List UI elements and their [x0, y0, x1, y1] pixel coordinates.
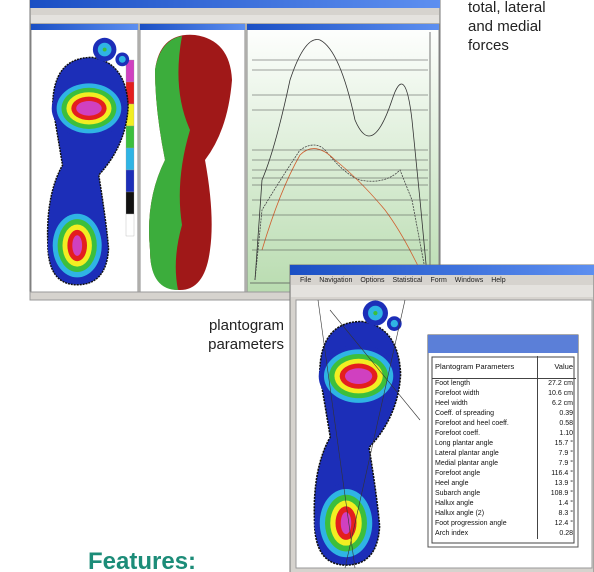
caption-line: plantogram: [208, 317, 284, 334]
caption-line: and medial: [468, 18, 542, 35]
caption-forces: total, lateral and medial forces: [468, 0, 546, 55]
parameter-value: 6.2 cm: [536, 399, 576, 409]
table-row: Heel width 6.2 cm: [432, 399, 576, 409]
toe-zone: [373, 311, 378, 316]
parameter-name: Forefoot width: [435, 390, 480, 397]
caption-line: forces: [468, 37, 509, 54]
parameter-name: Forefoot and heel coeff.: [435, 420, 509, 427]
legend-swatch: [125, 213, 135, 237]
parameter-value: 12.4 °: [536, 519, 576, 529]
caption-plantogram: plantogram parameters: [208, 316, 284, 354]
guide-line: [329, 309, 421, 421]
forefoot-zone: [76, 101, 102, 116]
parameter-value: 1.4 °: [536, 499, 576, 509]
table-row: Forefoot width 10.6 cm: [432, 389, 576, 399]
toe-zone: [102, 47, 107, 52]
parameters-table: Plantogram Parameters Value Foot length 27.…: [432, 356, 576, 539]
parameter-name: Lateral plantar angle: [435, 450, 499, 457]
pane-title: [140, 24, 245, 30]
title-bar: [290, 265, 594, 275]
menu-item: Navigation: [319, 277, 353, 284]
table-row: Long plantar angle 15.7 °: [432, 439, 576, 449]
parameter-value: 116.4 °: [536, 469, 576, 479]
parameter-name: Medial plantar angle: [435, 460, 499, 467]
legend-swatch: [125, 191, 135, 215]
table-row: Forefoot and heel coeff. 0.58: [432, 419, 576, 429]
toolbar: [31, 15, 439, 23]
caption-line: total, lateral: [468, 0, 546, 16]
parameter-name: Forefoot angle: [435, 470, 481, 477]
table-row: Coeff. of spreading 0.39: [432, 409, 576, 419]
table-row: Arch index 0.28: [432, 529, 576, 539]
parameter-name: Forefoot coeff.: [435, 430, 481, 437]
foot-heatmap: [313, 300, 402, 566]
forefoot-zone: [344, 368, 373, 384]
toe-zone: [390, 319, 398, 328]
table-row: Heel angle 13.9 °: [432, 479, 576, 489]
parameter-value: 0.39: [536, 409, 576, 419]
heel-zone: [340, 512, 352, 535]
pane-graph: [246, 23, 440, 293]
parameter-value: 1.10: [536, 429, 576, 439]
parameter-value: 10.6 cm: [536, 389, 576, 399]
table-row: Foot length 27.2 cm: [432, 378, 576, 389]
guide-line: [344, 299, 406, 569]
heel-zone: [72, 235, 83, 256]
parameter-value: 27.2 cm: [536, 378, 576, 389]
parameter-value: 13.9 °: [536, 479, 576, 489]
menu-bar: File Navigation Options Statistical Form Wind…: [300, 277, 506, 284]
guide-line: [317, 299, 356, 569]
menu-item: Statistical: [392, 277, 423, 284]
parameter-value: 0.58: [536, 419, 576, 429]
color-legend: [125, 59, 135, 237]
table-row: Forefoot angle 116.4 °: [432, 469, 576, 479]
toolbar: [291, 285, 593, 297]
parameter-name: Subarch angle: [435, 490, 481, 497]
menu-item: Form: [430, 277, 447, 284]
parameter-value: 15.7 °: [536, 439, 576, 449]
legend-swatch: [125, 125, 135, 149]
menu-item: Windows: [454, 277, 484, 284]
parameter-name: Long plantar angle: [435, 440, 493, 447]
pane-title: [31, 24, 138, 30]
parameter-name: Arch index: [435, 530, 469, 537]
parameter-value: 7.9 °: [536, 449, 576, 459]
table-row: Medial plantar angle 7.9 °: [432, 459, 576, 469]
parameter-value: 108.9 °: [536, 489, 576, 499]
caption-line: parameters: [208, 336, 284, 353]
header-cell: Plantogram Parameters: [432, 356, 538, 379]
parameter-name: Heel width: [435, 400, 468, 407]
foot-heatmap: [46, 37, 130, 286]
pane-title: [247, 24, 439, 30]
menu-item: Options: [360, 277, 385, 284]
parameter-value: 0.28: [536, 529, 576, 539]
table-row: Forefoot coeff. 1.10: [432, 429, 576, 439]
toe-zone: [118, 55, 126, 63]
parameter-value: 7.9 °: [536, 459, 576, 469]
table-row: Lateral plantar angle 7.9 °: [432, 449, 576, 459]
menu-item: Help: [491, 277, 506, 284]
foot-medial: [149, 36, 190, 290]
parameter-name: Heel angle: [435, 480, 469, 487]
parameter-name: Hallux angle: [435, 500, 474, 507]
legend-swatch: [125, 169, 135, 193]
parameter-name: Coeff. of spreading: [435, 410, 495, 417]
table-row: Hallux angle (2) 8.3 °: [432, 509, 576, 519]
parameter-name: Foot length: [435, 380, 471, 387]
table-header: Plantogram Parameters Value: [432, 356, 576, 379]
parameters-title-bar: [428, 335, 578, 353]
parameter-name: Foot progression angle: [435, 520, 507, 527]
header-cell: Value: [536, 356, 576, 379]
parameter-value: 8.3 °: [536, 509, 576, 519]
table-row: Hallux angle 1.4 °: [432, 499, 576, 509]
table-row: Foot progression angle 12.4 °: [432, 519, 576, 529]
menu-item: File: [300, 277, 312, 284]
table-row: Subarch angle 108.9 °: [432, 489, 576, 499]
legend-swatch: [125, 147, 135, 171]
parameter-name: Hallux angle (2): [435, 510, 485, 517]
features-heading: Features:: [88, 548, 197, 572]
title-bar: [30, 0, 440, 8]
